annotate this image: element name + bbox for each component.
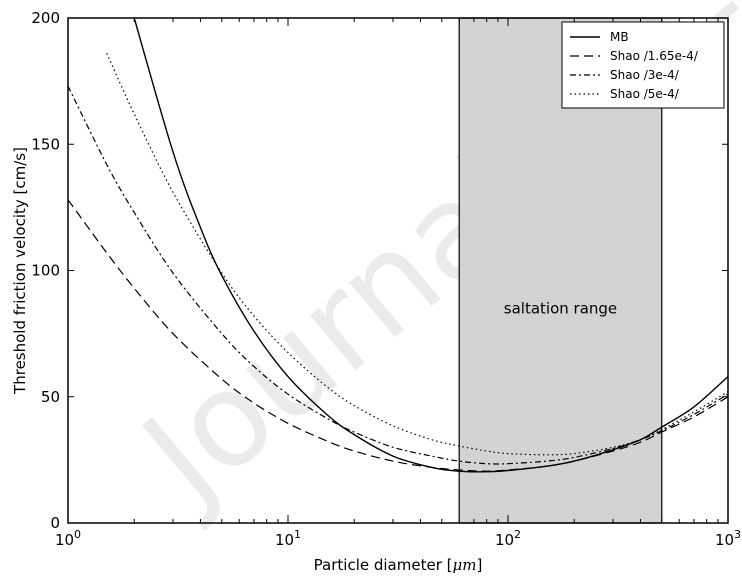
axis-ticks: 0 50 100 150 200 100 101 102 103 (31, 9, 741, 549)
x-axis-label-close: ] (476, 556, 482, 574)
legend-entry-0: MB (610, 30, 629, 44)
legend: MB Shao /1.65e-4/Shao /3e-4/Shao /5e-4/ (561, 21, 725, 109)
x-tick-label-0: 100 (55, 528, 81, 549)
x-axis-label: Particle diameter [μm] (314, 556, 483, 574)
x-axis-label-text: Particle diameter [ (314, 556, 453, 574)
saltation-range-label: saltation range (504, 299, 617, 317)
series-line-1 (67, 199, 729, 472)
x-tick-label-3: 103 (715, 528, 741, 549)
y-tick-label-1: 50 (41, 388, 60, 406)
legend-entry-1: Shao /1.65e-4/ (610, 49, 699, 63)
y-tick-label-0: 0 (50, 514, 60, 532)
legend-entry-3: Shao /5e-4/ (610, 87, 680, 101)
series-lines (67, 17, 729, 473)
series-line-2 (67, 85, 729, 465)
y-tick-label-3: 150 (31, 135, 60, 153)
x-tick-label-1: 101 (275, 528, 301, 549)
y-tick-label-4: 200 (31, 9, 60, 27)
x-tick-label-2: 102 (495, 528, 521, 549)
legend-entry-2: Shao /3e-4/ (610, 68, 680, 82)
x-axis-label-unit: μm (452, 556, 476, 574)
y-tick-label-2: 100 (31, 262, 60, 280)
y-axis-label: Threshold friction velocity [cm/s] (11, 147, 29, 395)
series-line-3 (106, 53, 729, 456)
